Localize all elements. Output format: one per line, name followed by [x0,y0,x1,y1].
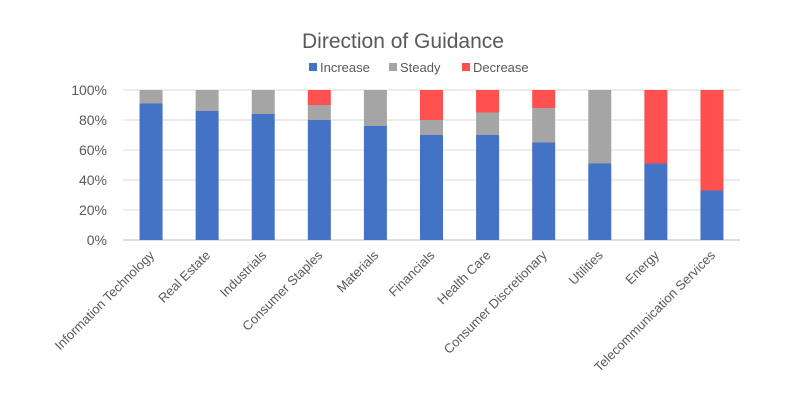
bar-increase-segment [195,111,219,240]
bar-decrease-segment [644,90,668,164]
bar-decrease-segment [700,90,724,191]
bar-decrease-segment [307,90,331,105]
bar-decrease-segment [476,90,500,113]
legend-label-steady: Steady [400,60,441,75]
x-category-label: Consumer Discretionary [441,247,551,357]
legend-swatch-increase [309,63,317,71]
bar-increase-segment [476,135,500,240]
bar-steady-segment [532,108,556,143]
legend-label-increase: Increase [320,60,370,75]
bar-increase-segment [139,103,163,240]
bar-steady-segment [139,90,163,104]
x-category-label: Financials [386,247,438,299]
x-category-label: Industrials [217,247,270,300]
y-axis-ticks: 0% 20% 40% 60% 80% 100% [71,82,107,248]
x-category-label: Telecommunication Services [591,247,718,374]
chart-title: Direction of Guidance [302,30,504,53]
bar-increase-segment [420,135,443,240]
bar-increase-segment [532,142,556,240]
bar-steady-segment [420,120,443,135]
bar-increase-segment [363,126,387,240]
bar-steady-segment [307,105,331,120]
bar-increase-segment [307,120,331,240]
x-category-label: Real Estate [155,248,213,306]
x-category-label: Health Care [434,248,494,308]
bar-decrease-segment [532,90,556,108]
bar-steady-segment [251,90,275,114]
y-tick-label: 60% [79,142,107,158]
bar-steady-segment [363,90,387,126]
bar-increase-segment [700,190,724,240]
x-category-label: Utilities [566,247,607,288]
bar-steady-segment [195,90,219,111]
y-tick-label: 0% [87,232,107,248]
y-tick-label: 40% [79,172,107,188]
y-tick-label: 80% [79,112,107,128]
legend: Increase Steady Decrease [309,60,529,75]
legend-label-decrease: Decrease [473,60,529,75]
bar-steady-segment [476,112,500,135]
legend-swatch-steady [389,63,397,71]
bar-increase-segment [588,163,612,240]
bars [139,90,724,240]
y-tick-label: 100% [71,82,107,98]
bar-increase-segment [644,163,668,240]
bar-decrease-segment [420,90,443,120]
bar-increase-segment [251,114,275,240]
legend-swatch-decrease [462,63,470,71]
x-category-label: Materials [334,247,382,295]
y-tick-label: 20% [79,202,107,218]
bar-steady-segment [588,90,612,164]
x-category-label: Information Technology [52,247,158,353]
x-category-label: Energy [622,247,662,287]
